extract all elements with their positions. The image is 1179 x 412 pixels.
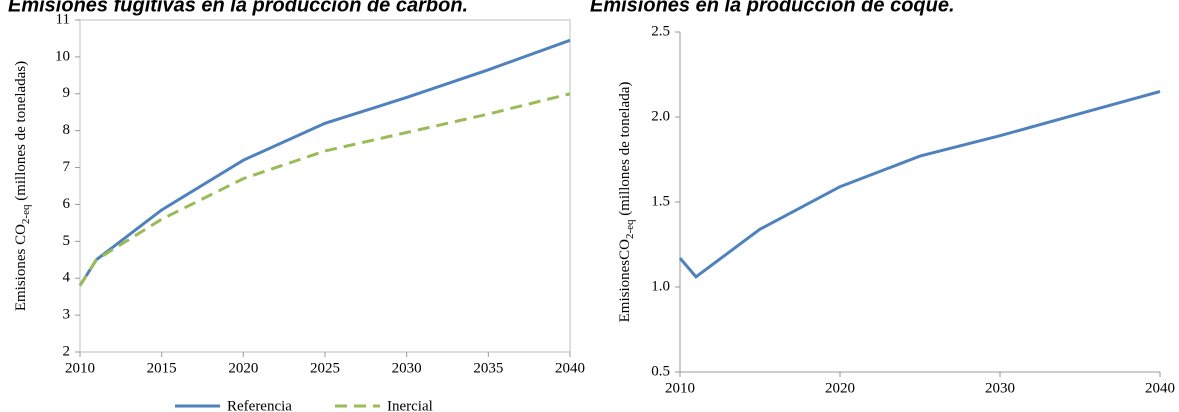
x-tick-label: 2015 <box>147 360 177 376</box>
y-label-sub: 2-eq <box>20 204 32 224</box>
y-tick-label: 9 <box>63 85 71 101</box>
y-tick-label: 0.5 <box>651 363 670 379</box>
y-tick-label: 1.0 <box>651 278 670 294</box>
x-tick-label: 2020 <box>825 380 855 396</box>
y-label-main: Emisiones CO <box>13 224 29 311</box>
y-label-main: EmisionesCO <box>617 239 633 323</box>
y-label-rest: (millones de toneladas) <box>13 61 29 205</box>
chart-title: Emisiones fugitivas en la producción de … <box>8 0 468 16</box>
legend-label: Inercial <box>387 398 433 412</box>
x-tick-label: 2040 <box>1145 380 1175 396</box>
y-tick-label: 3 <box>63 307 71 323</box>
plot-frame <box>79 19 571 353</box>
y-label-rest: (millones de tonelada) <box>617 82 633 220</box>
y-axis-label: Emisiones CO2-eq (millones de toneladas) <box>13 61 31 311</box>
x-tick-label: 2030 <box>985 380 1015 396</box>
series-line <box>78 92 571 287</box>
y-tick-label: 2.0 <box>651 108 670 124</box>
x-tick-label: 2035 <box>473 360 503 376</box>
x-tick-label: 2040 <box>555 360 585 376</box>
y-tick-label: 7 <box>63 159 71 175</box>
x-tick-label: 2025 <box>310 360 340 376</box>
y-label-sub: 2-eq <box>624 219 636 239</box>
y-tick-label: 6 <box>63 196 71 212</box>
y-tick-label: 11 <box>56 11 70 27</box>
x-tick-label: 2020 <box>228 360 258 376</box>
x-tick-label: 2030 <box>392 360 422 376</box>
series-line <box>78 38 571 287</box>
y-tick-label: 5 <box>63 233 71 249</box>
series-line <box>678 90 1161 279</box>
y-tick-label: 2 <box>63 343 71 359</box>
y-tick-label: 4 <box>63 270 71 286</box>
chart-title: Emisiones en la producción de coque. <box>590 0 955 16</box>
y-axis-label: EmisionesCO2-eq (millones de tonelada) <box>617 82 635 323</box>
x-tick-label: 2010 <box>665 380 695 396</box>
legend-label: Referencia <box>227 398 292 412</box>
x-tick-label: 2010 <box>65 360 95 376</box>
y-tick-label: 10 <box>55 48 70 64</box>
y-tick-label: 2.5 <box>651 23 670 39</box>
y-tick-label: 8 <box>63 122 71 138</box>
y-tick-label: 1.5 <box>651 193 670 209</box>
